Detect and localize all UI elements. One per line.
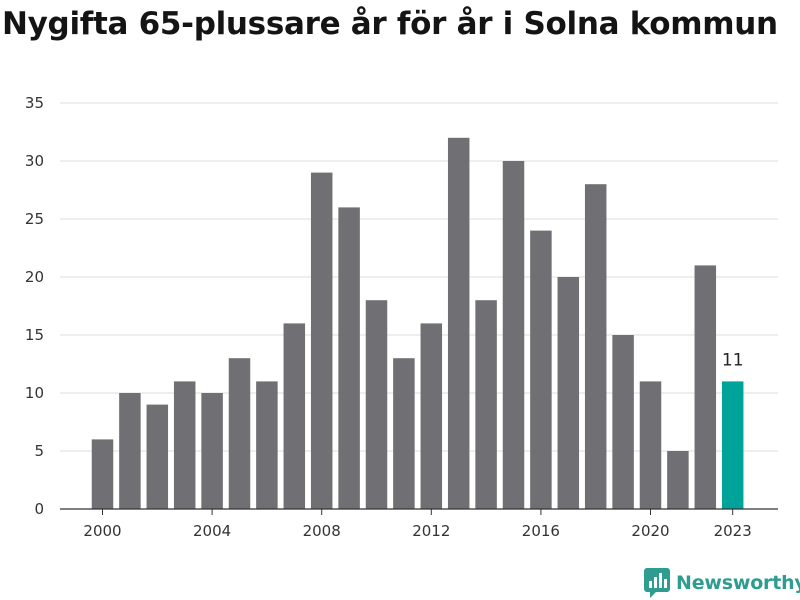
bar-2005 bbox=[228, 358, 251, 509]
y-axis-ticks: 0 5 10 15 20 25 30 35 bbox=[25, 94, 44, 518]
bar-2007 bbox=[283, 323, 306, 509]
bar-2021 bbox=[667, 451, 689, 509]
bar-2006 bbox=[256, 381, 278, 509]
bar-2004 bbox=[201, 393, 223, 509]
bar-2000 bbox=[91, 439, 114, 509]
y-tick-label: 5 bbox=[34, 442, 44, 460]
x-tick-label: 2023 bbox=[714, 522, 752, 540]
bar-2023 bbox=[721, 381, 744, 509]
bar-2008 bbox=[310, 172, 333, 509]
y-tick-label: 20 bbox=[25, 268, 44, 286]
y-tick-label: 30 bbox=[25, 152, 44, 170]
data-label-2023: 11 bbox=[722, 350, 744, 370]
chart-title: Nygifta 65-plussare år för år i Solna ko… bbox=[2, 6, 778, 42]
y-tick-label: 15 bbox=[25, 326, 44, 344]
bars bbox=[91, 137, 744, 510]
bar-2002 bbox=[146, 404, 169, 509]
bar-2017 bbox=[557, 277, 580, 509]
x-tick-label: 2008 bbox=[303, 522, 341, 540]
bar-2015 bbox=[502, 161, 525, 509]
bar-2012 bbox=[420, 323, 443, 509]
brand-name: Newsworthy bbox=[676, 572, 800, 594]
y-tick-label: 0 bbox=[34, 500, 44, 518]
bar-2014 bbox=[475, 300, 497, 509]
bar-2009 bbox=[338, 207, 360, 509]
x-tick-label: 2000 bbox=[83, 522, 121, 540]
data-labels: 11 bbox=[722, 350, 744, 370]
bar-2013 bbox=[447, 137, 470, 510]
y-tick-label: 25 bbox=[25, 210, 44, 228]
bar-2016 bbox=[530, 230, 552, 509]
x-axis-ticks: 2000 2004 2008 2012 2016 2020 2023 bbox=[60, 508, 778, 540]
bar-2001 bbox=[119, 393, 141, 509]
x-tick-label: 2020 bbox=[631, 522, 669, 540]
bar-2019 bbox=[612, 335, 634, 509]
x-tick-label: 2012 bbox=[412, 522, 450, 540]
brand: Newsworthy bbox=[644, 568, 800, 598]
y-tick-label: 10 bbox=[25, 384, 44, 402]
newsworthy-logo-icon bbox=[644, 568, 670, 598]
bar-2003 bbox=[173, 381, 196, 509]
bar-2010 bbox=[365, 300, 388, 509]
bar-2011 bbox=[393, 358, 415, 509]
x-tick-label: 2004 bbox=[193, 522, 231, 540]
bar-2022 bbox=[694, 265, 717, 509]
y-tick-label: 35 bbox=[25, 94, 44, 112]
bar-2020 bbox=[639, 381, 662, 509]
bar-2018 bbox=[584, 184, 607, 509]
x-tick-label: 2016 bbox=[522, 522, 560, 540]
